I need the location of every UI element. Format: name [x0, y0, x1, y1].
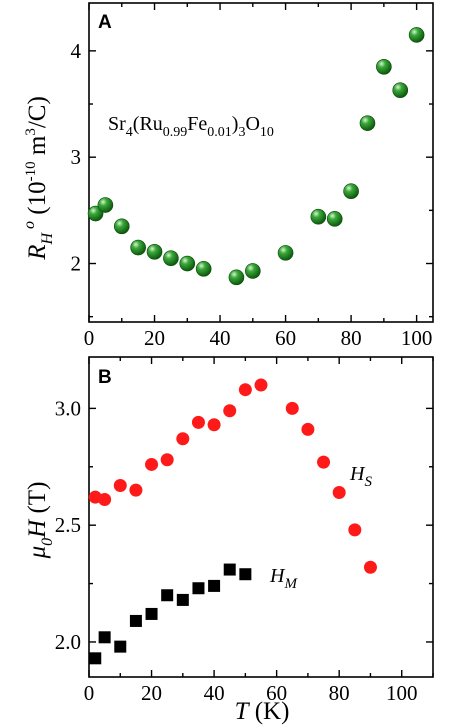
data-point-green	[146, 244, 163, 260]
x-tick-label: 80	[341, 326, 362, 350]
data-point-green	[195, 261, 212, 277]
panel-b-points	[88, 378, 377, 665]
data-point-hs	[160, 453, 174, 467]
data-point-green	[359, 115, 376, 131]
hm-series-label: HM	[269, 565, 298, 592]
y-tick-label: 2.0	[55, 630, 81, 654]
data-point-hs	[145, 457, 159, 471]
panel-a-label: A	[98, 12, 112, 33]
data-point-green	[97, 197, 114, 213]
panel-a-compound-annotation: Sr4(Ru0.99Fe0.01)3O10	[108, 113, 274, 140]
data-point-hm	[239, 568, 252, 581]
x-tick-label: 100	[386, 681, 418, 705]
data-point-hm	[89, 652, 102, 665]
data-point-green	[163, 250, 179, 267]
data-point-hm	[208, 579, 221, 592]
data-point-green	[113, 218, 130, 235]
data-point-hm	[176, 593, 189, 606]
y-tick-label: 3.0	[55, 396, 81, 420]
data-point-hs	[113, 478, 127, 492]
data-point-green	[326, 211, 343, 227]
data-point-green	[343, 183, 359, 200]
x-tick-label: 80	[329, 681, 350, 705]
y-tick-label: 2.5	[55, 513, 81, 537]
data-point-hm	[129, 614, 142, 627]
panel-b-label: B	[98, 367, 112, 388]
data-point-hs	[207, 418, 221, 432]
data-point-hs	[223, 404, 237, 418]
data-point-green	[376, 59, 392, 75]
data-point-hs	[348, 523, 362, 537]
x-tick-label: 0	[84, 681, 95, 705]
panel-a-y-axis-label: RH o (10-10 m3/C)	[21, 96, 56, 261]
data-point-hs	[301, 422, 315, 436]
panel-b-x-axis-label: T (K)	[235, 698, 290, 725]
x-tick-label: 100	[401, 326, 433, 350]
y-tick-label: 4	[71, 39, 82, 63]
x-tick-label: 60	[266, 681, 287, 705]
panel-b-y-axis-label: μ0H (T)	[24, 482, 56, 560]
data-point-hs	[98, 492, 112, 506]
panel-b-x-ticks: 0 20 40 60 80 100	[84, 357, 434, 705]
data-point-hm	[98, 631, 111, 644]
panel-a-frame	[88, 2, 434, 323]
data-point-hs	[317, 455, 331, 469]
panel-b-frame	[88, 356, 434, 678]
data-point-green	[392, 82, 409, 98]
panel-b: B HS HM μ0H (T) T (K) 0 20 40 60 80 100 2.02.…	[24, 356, 434, 725]
data-point-hs	[363, 560, 377, 574]
data-point-green	[245, 263, 261, 279]
x-tick-label: 40	[210, 326, 231, 350]
data-point-hs	[254, 378, 268, 392]
data-point-hm	[161, 589, 174, 602]
panel-a: A Sr4(Ru0.99Fe0.01)3O10 RH o (10-10 m3/C…	[21, 2, 434, 350]
data-point-hs	[238, 383, 252, 397]
data-point-hs	[191, 415, 205, 429]
x-tick-label: 0	[84, 326, 95, 350]
data-point-hs	[176, 432, 190, 446]
data-point-green	[130, 239, 146, 256]
x-tick-label: 20	[144, 326, 165, 350]
panel-a-points	[87, 27, 425, 286]
y-tick-label: 2	[71, 252, 82, 276]
panel-a-x-ticks: 0 20 40 60 80 100	[84, 3, 433, 350]
x-tick-label: 60	[275, 326, 296, 350]
hs-series-label: HS	[349, 463, 372, 490]
data-point-green	[277, 245, 294, 261]
data-point-hm	[192, 582, 205, 595]
data-point-hs	[285, 401, 299, 415]
data-point-green	[179, 255, 196, 272]
x-tick-label: 20	[141, 681, 162, 705]
data-point-green	[228, 269, 245, 286]
data-point-hm	[114, 640, 127, 653]
data-point-hm	[145, 607, 158, 620]
data-point-hs	[129, 483, 143, 497]
panel-b-y-ticks: 2.0 2.5 3.0	[55, 396, 433, 654]
y-tick-label: 3	[71, 145, 82, 169]
data-point-green	[408, 27, 425, 43]
data-point-green	[310, 208, 327, 225]
data-point-hs	[332, 485, 346, 499]
x-tick-label: 40	[204, 681, 225, 705]
data-point-hm	[223, 563, 236, 576]
